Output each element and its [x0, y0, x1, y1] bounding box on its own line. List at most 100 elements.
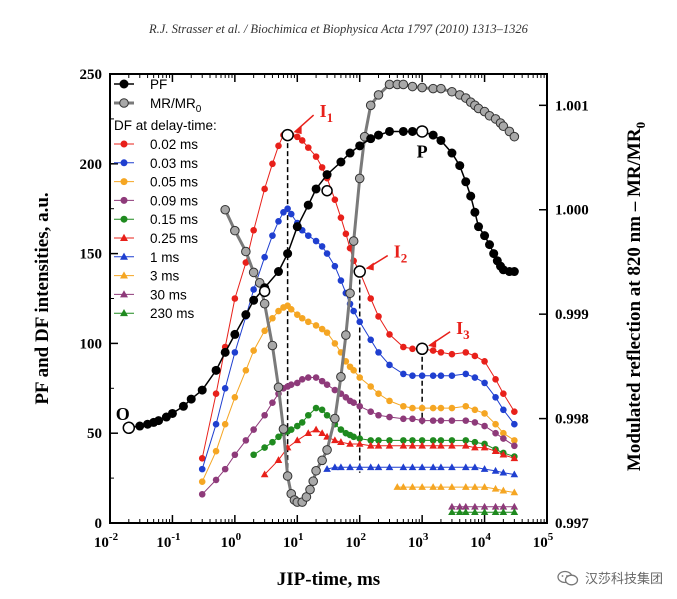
df-point — [461, 463, 470, 471]
y-right-tick-label: 1.001 — [555, 98, 589, 114]
df-point — [261, 444, 268, 451]
pf-point — [322, 170, 332, 180]
pf-point — [489, 249, 499, 259]
legend-df-label: 0.09 ms — [150, 193, 198, 208]
x-tick-label: 104 — [470, 531, 491, 551]
df-point — [375, 313, 382, 320]
legend-df-marker — [120, 252, 128, 260]
legend-df-marker — [120, 140, 128, 148]
df-point — [250, 286, 257, 293]
df-point — [231, 393, 239, 401]
df-point — [500, 390, 507, 397]
legend: PF MR/MR0 DF at delay-time: 0.02 ms 0.03 ms 0… — [114, 77, 217, 321]
df-point — [242, 259, 250, 266]
df-point — [304, 429, 313, 436]
df-point — [298, 419, 306, 426]
df-point — [242, 367, 250, 374]
df-point — [399, 441, 408, 449]
pf-point — [374, 130, 384, 140]
x-tick-label: 10-2 — [94, 531, 119, 551]
df-point — [461, 441, 470, 449]
df-point — [461, 502, 470, 510]
df-point — [437, 437, 445, 444]
df-point — [448, 441, 456, 449]
legend-df-label: 0.25 ms — [150, 231, 198, 246]
mr-point — [509, 131, 520, 142]
legend-df-label: 0.02 ms — [150, 137, 198, 152]
pf-point — [230, 329, 240, 339]
df-point — [471, 352, 479, 360]
df-point — [429, 483, 437, 490]
df-point — [448, 372, 456, 380]
df-point — [418, 463, 426, 471]
legend-df-marker — [120, 215, 128, 223]
df-point — [418, 417, 426, 424]
legend-df-marker — [120, 233, 128, 241]
df-point — [366, 463, 375, 471]
label-i2: I2 — [394, 242, 408, 266]
df-point — [448, 508, 456, 516]
legend-df-label: 3 ms — [150, 269, 180, 284]
df-point — [437, 441, 445, 449]
df-point — [318, 429, 326, 436]
df-point — [356, 374, 364, 381]
df-point — [312, 322, 320, 329]
df-point — [298, 137, 306, 144]
df-point — [418, 441, 426, 449]
df-point — [374, 463, 383, 471]
df-point — [386, 413, 393, 421]
y-left-tick-label: 150 — [80, 247, 103, 263]
df-point — [198, 478, 206, 485]
df-point — [400, 402, 407, 410]
mr-point — [248, 267, 259, 278]
pf-open-point — [321, 184, 333, 197]
df-point — [356, 402, 364, 410]
pf-point — [283, 249, 293, 259]
df-point — [471, 419, 479, 426]
pf-point — [385, 126, 395, 136]
df-point — [367, 383, 375, 390]
df-point — [429, 441, 437, 449]
df-series-6 — [323, 463, 519, 478]
df-point — [437, 404, 445, 412]
legend-df-marker — [120, 159, 128, 167]
df-point — [437, 372, 445, 380]
df-point — [346, 439, 354, 447]
df-point — [298, 376, 306, 383]
pf-point — [474, 222, 484, 232]
x-axis-label: JIP-time, ms — [277, 569, 380, 590]
df-point — [491, 508, 500, 516]
point-marker-o — [122, 421, 136, 435]
df-point — [461, 508, 470, 516]
df-point — [231, 295, 239, 302]
df-point — [342, 230, 350, 238]
df-point — [429, 463, 437, 471]
df-point — [331, 436, 339, 444]
label-i1: I1 — [320, 101, 334, 125]
df-point — [250, 347, 257, 354]
mr-point — [365, 100, 376, 111]
label-i3: I3 — [456, 318, 470, 342]
df-point — [448, 437, 456, 444]
df-point — [481, 422, 488, 430]
y-left-tick-label: 250 — [80, 67, 103, 83]
df-point — [400, 437, 407, 444]
df-point — [499, 450, 508, 458]
df-point — [400, 415, 407, 423]
mr-point — [273, 382, 284, 393]
mr-point — [354, 173, 365, 184]
df-point — [367, 408, 375, 415]
pf-point — [455, 161, 465, 171]
point-marker-i — [281, 128, 294, 142]
y-left-tick-label: 200 — [80, 157, 103, 173]
df-series-1 — [198, 205, 518, 473]
pf-point — [273, 267, 283, 277]
df-point — [461, 483, 470, 490]
legend-df-marker — [120, 290, 128, 298]
point-marker-p — [415, 125, 429, 138]
legend-df-label: 230 ms — [150, 306, 195, 321]
legend-df-label: 0.15 ms — [150, 212, 198, 227]
df-point — [510, 488, 519, 496]
df-point — [318, 164, 326, 171]
legend-df-marker — [120, 271, 128, 279]
